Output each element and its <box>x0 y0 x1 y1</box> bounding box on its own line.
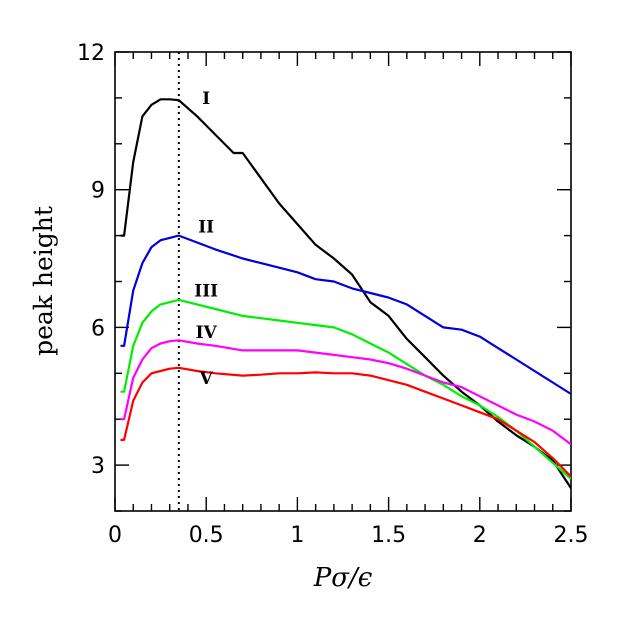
y-axis-label: peak height <box>29 206 58 356</box>
series-label-ii: II <box>198 217 214 237</box>
x-tick-label: 2 <box>473 523 487 548</box>
series-lines <box>120 98 571 489</box>
series-label-iii: III <box>194 282 218 302</box>
series-line-v <box>120 366 571 478</box>
series-label-v: V <box>199 369 214 389</box>
x-axis-label: Pσ/ϵ <box>313 563 373 593</box>
series-line-iv <box>120 339 571 446</box>
series-line-iii <box>120 298 571 480</box>
x-tick-label: 2.5 <box>554 523 589 548</box>
plot-frame <box>114 51 572 512</box>
y-tick-label: 9 <box>91 179 105 204</box>
axis-tick-labels: 0 0.5 1 1.5 2 2.5 3 6 9 12 <box>77 41 589 548</box>
series-label-iv: IV <box>196 323 218 343</box>
x-tick-label: 1 <box>290 523 304 548</box>
y-tick-label: 6 <box>91 316 105 341</box>
x-tick-label: 0.5 <box>189 523 224 548</box>
y-tick-label: 3 <box>91 454 105 479</box>
series-label-i: I <box>202 89 210 109</box>
y-tick-label: 12 <box>77 41 105 66</box>
axis-ticks <box>114 51 572 512</box>
x-tick-label: 0 <box>108 523 122 548</box>
series-line-ii <box>120 234 571 395</box>
x-tick-label: 1.5 <box>371 523 406 548</box>
series-line-i <box>120 98 571 489</box>
